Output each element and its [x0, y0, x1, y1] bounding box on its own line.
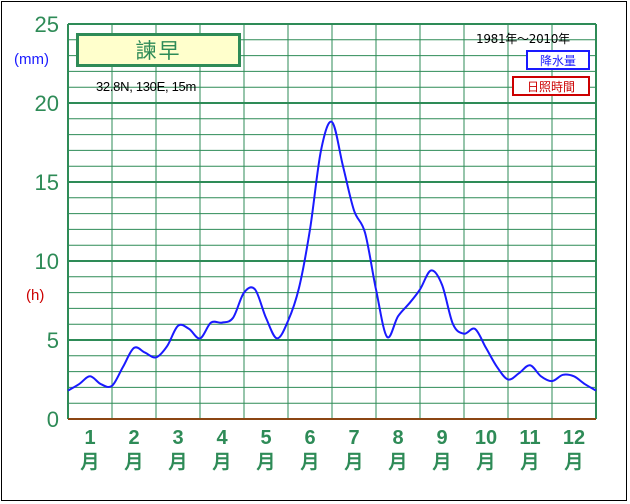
month-number-label: 9 [436, 427, 447, 449]
y-tick-label: 25 [35, 12, 59, 37]
y-tick-label: 10 [35, 249, 59, 274]
month-suffix-label: 月 [563, 451, 583, 473]
month-number-label: 3 [172, 427, 183, 449]
month-number-label: 8 [392, 427, 403, 449]
y-tick-label: 0 [47, 407, 59, 432]
month-number-label: 10 [475, 427, 497, 449]
legend-sunshine: 日照時間 [512, 76, 590, 96]
month-suffix-label: 月 [123, 451, 143, 473]
month-suffix-label: 月 [255, 451, 275, 473]
station-coordinates: 32.8N, 130E, 15m [96, 79, 196, 94]
sunshine-unit-label: (h) [26, 287, 44, 304]
period-label: 1981年〜2010年 [476, 32, 570, 46]
month-suffix-label: 月 [387, 451, 407, 473]
y-tick-label: 20 [35, 91, 59, 116]
station-name: 諫早 [135, 39, 182, 63]
station-name-box: 諫早 [76, 33, 241, 67]
month-number-label: 11 [519, 427, 540, 449]
precipitation-series-line [67, 120, 597, 392]
y-tick-label: 15 [35, 170, 59, 195]
month-number-label: 12 [563, 427, 585, 449]
month-suffix-label: 月 [79, 451, 99, 473]
month-number-label: 4 [216, 427, 228, 449]
legend-precipitation: 降水量 [526, 50, 590, 70]
month-number-label: 2 [128, 427, 139, 449]
month-suffix-label: 月 [519, 451, 539, 473]
month-number-label: 7 [348, 427, 359, 449]
month-number-label: 5 [260, 427, 271, 449]
month-suffix-label: 月 [211, 451, 231, 473]
month-suffix-label: 月 [475, 451, 495, 473]
month-suffix-label: 月 [431, 451, 451, 473]
month-number-label: 1 [84, 427, 95, 449]
precip-unit-label: (mm) [14, 51, 49, 68]
month-suffix-label: 月 [343, 451, 363, 473]
month-suffix-label: 月 [167, 451, 187, 473]
y-tick-label: 5 [47, 328, 59, 353]
month-number-label: 6 [304, 427, 315, 449]
month-suffix-label: 月 [299, 451, 319, 473]
